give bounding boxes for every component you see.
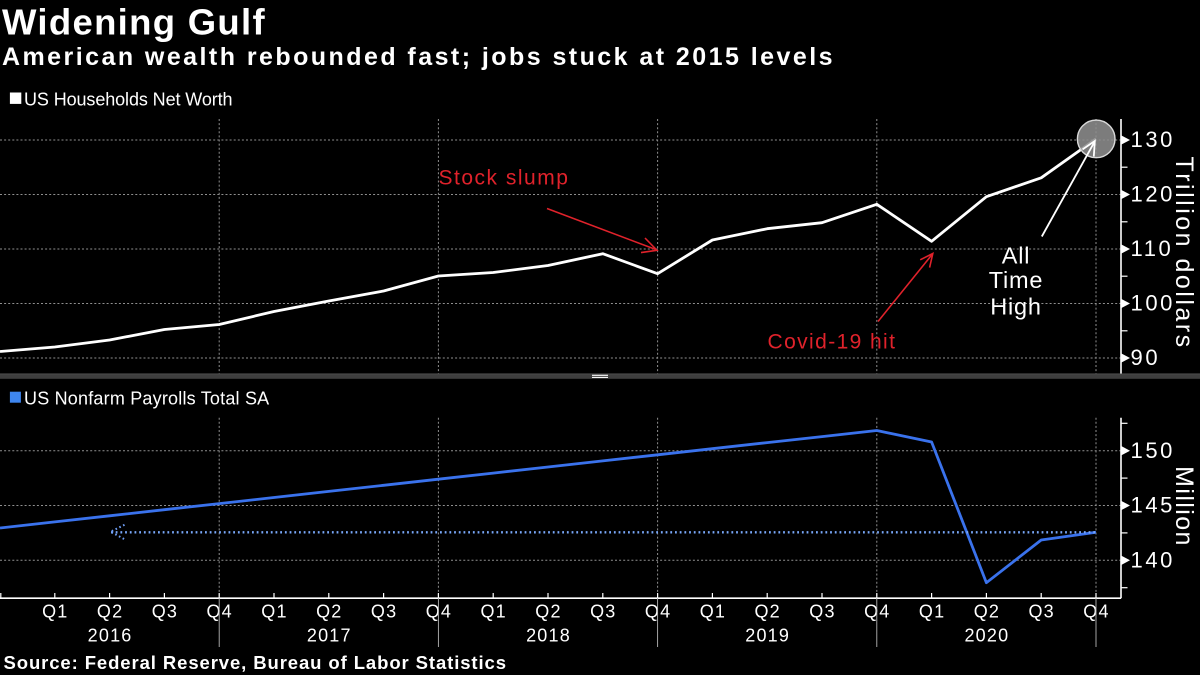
svg-text:Widening Gulf: Widening Gulf <box>2 2 266 43</box>
svg-text:145: 145 <box>1131 493 1176 518</box>
svg-text:US Households Net Worth: US Households Net Worth <box>24 90 232 110</box>
svg-text:130: 130 <box>1131 127 1176 152</box>
svg-text:Q3: Q3 <box>371 602 397 622</box>
svg-text:Q3: Q3 <box>590 602 616 622</box>
svg-text:Million: Million <box>1170 466 1198 547</box>
svg-text:2017: 2017 <box>307 626 352 646</box>
svg-text:Q1: Q1 <box>42 602 68 622</box>
svg-text:Q1: Q1 <box>261 602 287 622</box>
svg-text:90: 90 <box>1131 345 1161 370</box>
svg-text:Q4: Q4 <box>426 602 452 622</box>
svg-text:Q2: Q2 <box>97 602 123 622</box>
svg-text:Q3: Q3 <box>809 602 835 622</box>
svg-text:Q2: Q2 <box>974 602 1000 622</box>
svg-text:Covid-19 hit: Covid-19 hit <box>768 331 897 354</box>
svg-text:Q2: Q2 <box>754 602 780 622</box>
svg-text:2016: 2016 <box>88 626 133 646</box>
svg-text:Q1: Q1 <box>919 602 945 622</box>
svg-text:Q1: Q1 <box>700 602 726 622</box>
svg-text:Stock slump: Stock slump <box>439 167 570 190</box>
svg-text:150: 150 <box>1131 438 1176 463</box>
svg-text:Q4: Q4 <box>1083 602 1109 622</box>
svg-text:High: High <box>990 294 1042 320</box>
svg-text:Q2: Q2 <box>316 602 342 622</box>
svg-text:Q4: Q4 <box>645 602 671 622</box>
svg-text:Time: Time <box>989 267 1044 293</box>
svg-text:140: 140 <box>1131 548 1176 573</box>
svg-text:2018: 2018 <box>526 626 571 646</box>
svg-text:Q3: Q3 <box>152 602 178 622</box>
svg-text:Q3: Q3 <box>1028 602 1054 622</box>
svg-text:110: 110 <box>1131 236 1174 261</box>
svg-text:120: 120 <box>1131 182 1176 207</box>
svg-text:Q4: Q4 <box>864 602 890 622</box>
svg-text:2019: 2019 <box>745 626 790 646</box>
svg-text:All: All <box>1002 243 1031 269</box>
svg-text:Q2: Q2 <box>535 602 561 622</box>
svg-text:100: 100 <box>1131 291 1176 316</box>
svg-text:2020: 2020 <box>964 626 1009 646</box>
svg-text:Q1: Q1 <box>480 602 506 622</box>
svg-text:Source: Federal Reserve, Burea: Source: Federal Reserve, Bureau of Labor… <box>4 652 507 673</box>
svg-text:American wealth rebounded fast: American wealth rebounded fast; jobs stu… <box>2 43 835 71</box>
svg-text:US Nonfarm Payrolls Total SA: US Nonfarm Payrolls Total SA <box>24 389 269 409</box>
svg-text:Trillion dollars: Trillion dollars <box>1170 156 1198 349</box>
svg-text:Q4: Q4 <box>206 602 232 622</box>
